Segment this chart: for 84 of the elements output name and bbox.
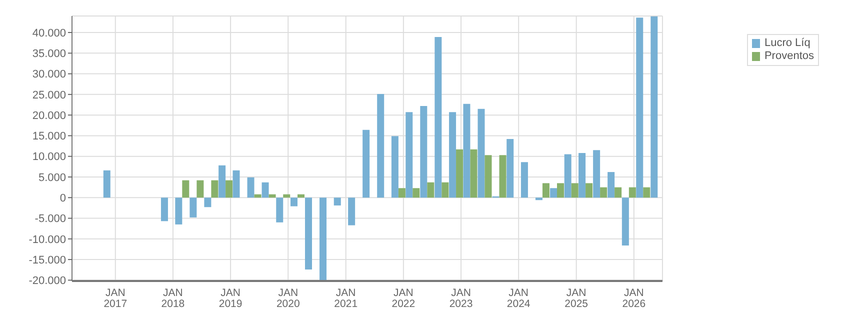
bar (550, 188, 557, 198)
bar (211, 180, 218, 198)
x-tick-label: JAN 2026 (622, 287, 646, 310)
y-tick-label: 0 (60, 192, 66, 205)
y-tick-label: 20.000 (32, 110, 66, 122)
bar (586, 183, 593, 198)
bar (593, 150, 600, 198)
bar (190, 198, 197, 218)
bar (182, 180, 190, 198)
bar (334, 198, 341, 206)
bar (290, 198, 298, 206)
bar (232, 170, 240, 198)
y-tick-label: -20.000 (28, 275, 66, 288)
bar (305, 198, 312, 270)
x-tick-label: JAN 2024 (506, 287, 530, 310)
bar (456, 149, 464, 198)
bar (268, 194, 276, 198)
bar (463, 104, 470, 198)
bar (391, 136, 398, 198)
bar (348, 198, 356, 226)
y-tick-label: 15.000 (32, 130, 66, 143)
y-tick-label: -10.000 (28, 234, 66, 246)
bar (283, 194, 290, 198)
bar (406, 112, 413, 198)
bar (628, 187, 636, 198)
y-tick-label: 35.000 (32, 48, 66, 60)
x-tick-label: JAN 2019 (218, 287, 242, 310)
bar (204, 198, 212, 208)
x-tick-label: JAN 2023 (449, 287, 473, 310)
bar (643, 187, 650, 198)
x-tick-label: JAN 2018 (161, 287, 185, 310)
bar (542, 183, 550, 198)
bar (276, 198, 284, 222)
y-tick-label: -15.000 (28, 254, 66, 266)
y-tick-label: 10.000 (32, 151, 66, 164)
bar (175, 198, 182, 224)
bar (247, 177, 254, 198)
bar (535, 198, 542, 200)
y-tick-label: 30.000 (32, 68, 66, 81)
bar (398, 188, 406, 198)
bar (478, 108, 485, 198)
x-tick-label: JAN 2021 (334, 287, 358, 310)
legend-label: Proventos (763, 50, 814, 63)
bar (420, 106, 428, 198)
bar (254, 194, 262, 198)
bar (520, 162, 528, 198)
bar (622, 198, 629, 246)
y-tick-label: 5.000 (38, 172, 66, 184)
bar (614, 187, 622, 198)
y-tick-label: 40.000 (32, 27, 66, 40)
bar (499, 155, 506, 198)
bar (377, 94, 384, 198)
bar (262, 182, 269, 198)
bar (320, 198, 327, 280)
bar (442, 182, 449, 198)
bar (226, 180, 233, 198)
y-tick-label: 25.000 (32, 89, 66, 102)
legend-label: Lucro Líq (763, 37, 812, 50)
y-tick-label: -5.000 (34, 213, 66, 226)
bar (650, 16, 658, 198)
bar (427, 182, 434, 198)
bar (103, 170, 110, 198)
bar (297, 194, 304, 198)
bar (578, 153, 586, 198)
bar (412, 188, 420, 198)
bar (600, 187, 608, 198)
bar (556, 183, 564, 198)
x-tick-label: JAN 2022 (392, 287, 416, 310)
bar (434, 37, 442, 198)
bar (564, 154, 572, 198)
bar (571, 183, 578, 198)
x-tick-label: JAN 2017 (104, 287, 128, 310)
bar (160, 198, 168, 222)
bar (484, 155, 492, 198)
x-tick-label: JAN 2020 (276, 287, 300, 310)
bar (636, 18, 644, 198)
bar (196, 180, 204, 198)
bar (218, 165, 226, 198)
bar (449, 112, 456, 198)
bar (362, 130, 370, 198)
bar (608, 172, 615, 198)
bar (470, 149, 478, 198)
bar (506, 139, 514, 198)
x-tick-label: JAN 2025 (564, 287, 588, 310)
